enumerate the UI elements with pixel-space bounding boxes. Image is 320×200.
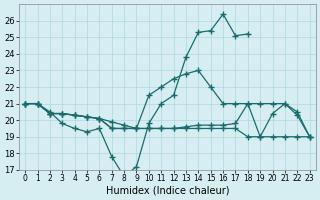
X-axis label: Humidex (Indice chaleur): Humidex (Indice chaleur) <box>106 186 229 196</box>
